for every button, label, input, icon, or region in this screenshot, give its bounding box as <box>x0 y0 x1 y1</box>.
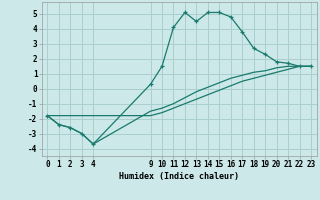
X-axis label: Humidex (Indice chaleur): Humidex (Indice chaleur) <box>119 172 239 181</box>
